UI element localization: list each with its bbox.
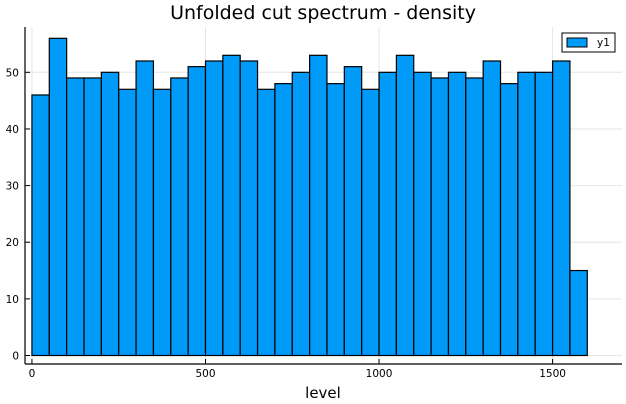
tick-labels: 0 500 1000 1500 0 10 20 30 40 50 (6, 67, 566, 380)
histogram-bar (100, 71, 120, 357)
legend-swatch-y1 (566, 37, 588, 48)
histogram-bar (83, 77, 102, 357)
y-tick-label: 10 (6, 294, 19, 306)
histogram-bar (378, 71, 397, 357)
histogram-bar (499, 83, 519, 357)
histogram-bar (482, 60, 502, 357)
histogram-bar (343, 66, 363, 357)
histogram-bar (413, 71, 432, 357)
histogram-bar (430, 77, 450, 357)
x-tick-label: 1500 (539, 368, 566, 380)
histogram-bar (517, 71, 536, 357)
y-tick-label: 20 (6, 237, 19, 249)
histogram-bar (465, 77, 484, 357)
histogram-bar (187, 66, 207, 357)
histogram-bar (291, 71, 311, 357)
chart-title: Unfolded cut spectrum - density (170, 2, 476, 24)
axes (24, 27, 622, 365)
histogram-bar (569, 269, 588, 357)
histogram-bar (152, 88, 172, 357)
histogram-bar (222, 54, 241, 357)
histogram-bar (170, 77, 189, 357)
legend-label-y1: y1 (597, 37, 610, 49)
histogram-bar (274, 83, 293, 357)
histogram-bar (256, 88, 276, 357)
y-tick-label: 40 (6, 124, 19, 136)
x-tick-label: 0 (29, 368, 36, 380)
histogram-bar (204, 60, 224, 357)
histogram-bar (309, 54, 328, 357)
histogram-bar (534, 71, 554, 357)
histogram-bar (395, 54, 415, 357)
x-tick-label: 500 (195, 368, 215, 380)
histogram-bar (551, 60, 571, 357)
histogram-bar (66, 77, 85, 357)
histogram-bar (239, 60, 259, 357)
histogram-bar (48, 37, 68, 357)
histogram-bar (361, 88, 380, 357)
histogram-bar (447, 71, 467, 357)
x-tick-label: 1000 (366, 368, 393, 380)
legend: y1 (561, 32, 616, 53)
y-tick-label: 0 (12, 351, 19, 363)
x-axis-label: level (305, 384, 341, 402)
histogram-bar (135, 60, 155, 357)
y-tick-label: 50 (6, 67, 19, 79)
histogram-bar (326, 83, 345, 357)
histogram-bars (31, 37, 588, 357)
y-tick-label: 30 (6, 181, 19, 193)
histogram-bar (31, 94, 50, 357)
histogram-bar (118, 88, 137, 357)
